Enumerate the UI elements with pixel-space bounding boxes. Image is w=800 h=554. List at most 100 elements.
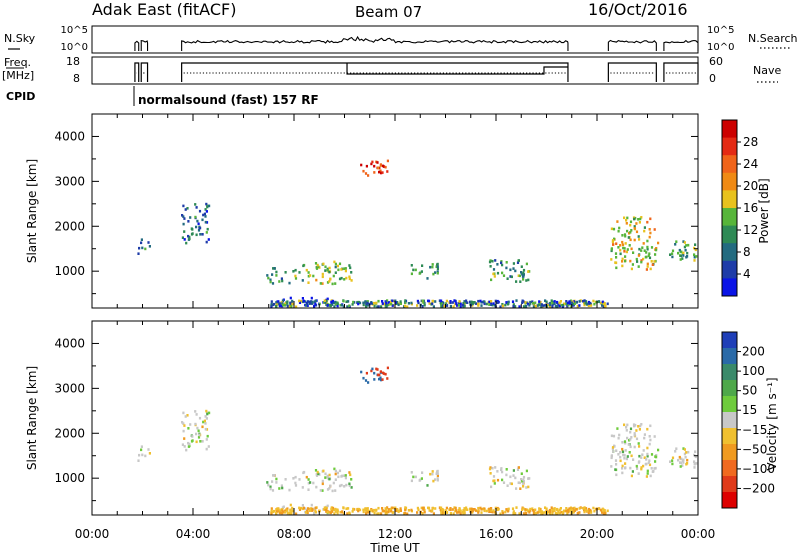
echo-cell bbox=[310, 300, 313, 303]
echo-cell bbox=[314, 509, 317, 513]
echo-cell bbox=[427, 299, 431, 303]
echo-cell bbox=[385, 508, 388, 512]
echo-cell bbox=[373, 378, 376, 381]
echo-cell bbox=[640, 260, 643, 264]
echo-cell bbox=[454, 300, 457, 303]
echo-cell bbox=[549, 303, 552, 307]
echo-cell bbox=[537, 303, 540, 306]
echo-cell bbox=[379, 169, 382, 173]
echo-cell bbox=[624, 441, 627, 445]
echo-cell bbox=[373, 371, 376, 375]
echo-cell bbox=[627, 236, 630, 239]
echo-cell bbox=[314, 262, 318, 265]
echo-cell bbox=[441, 301, 444, 304]
echo-cell bbox=[521, 273, 524, 276]
echo-cell bbox=[290, 304, 293, 308]
echo-cell bbox=[326, 281, 330, 284]
y-tick-label: 3000 bbox=[54, 381, 85, 395]
echo-cell bbox=[592, 506, 595, 510]
echo-cell bbox=[191, 228, 194, 231]
echo-cell bbox=[304, 300, 307, 303]
echo-cell bbox=[305, 304, 308, 307]
echo-cell bbox=[463, 511, 466, 515]
echo-cell bbox=[357, 507, 360, 511]
echo-cell bbox=[527, 509, 530, 513]
echo-cell bbox=[638, 238, 641, 241]
echo-cell bbox=[362, 303, 365, 307]
echo-cell bbox=[459, 512, 462, 515]
echo-cell bbox=[294, 484, 298, 487]
echo-cell bbox=[567, 303, 570, 307]
echo-cell bbox=[343, 267, 346, 270]
echo-cell bbox=[669, 253, 672, 256]
echo-cell bbox=[294, 268, 297, 272]
echo-cell bbox=[205, 428, 209, 431]
echo-cell bbox=[519, 487, 522, 490]
echo-cell bbox=[548, 508, 551, 512]
echo-cell bbox=[536, 304, 539, 307]
echo-cell bbox=[590, 304, 593, 307]
echo-cell bbox=[490, 302, 493, 305]
echo-cell bbox=[625, 429, 628, 432]
echo-cell bbox=[642, 449, 645, 452]
echo-cell bbox=[648, 252, 651, 255]
echo-cell bbox=[336, 302, 339, 305]
echo-cell bbox=[522, 507, 525, 510]
echo-cell bbox=[281, 299, 284, 302]
echo-cell bbox=[436, 263, 439, 267]
echo-cell bbox=[619, 451, 622, 454]
echo-cell bbox=[328, 266, 331, 270]
echo-cell bbox=[693, 255, 696, 259]
echo-cell bbox=[623, 216, 626, 220]
echo-cell bbox=[583, 506, 586, 509]
echo-cell bbox=[542, 304, 545, 307]
echo-cell bbox=[190, 440, 194, 443]
echo-cell bbox=[313, 511, 316, 515]
echo-cell bbox=[436, 478, 439, 482]
echo-cell bbox=[630, 267, 633, 271]
echo-cell bbox=[629, 445, 632, 449]
x-tick-label: 00:00 bbox=[75, 527, 110, 541]
echo-cell bbox=[548, 305, 552, 308]
echo-cell bbox=[182, 411, 185, 415]
echo-cell bbox=[518, 512, 521, 515]
echo-cell bbox=[458, 300, 461, 303]
echo-cell bbox=[674, 450, 677, 453]
echo-cell bbox=[422, 301, 425, 304]
echo-cell bbox=[366, 511, 370, 514]
echo-cell bbox=[184, 208, 187, 211]
freq-trace bbox=[607, 62, 657, 82]
echo-cell bbox=[373, 164, 376, 168]
colorbar-tick-label: 200 bbox=[742, 345, 765, 359]
echo-cell bbox=[474, 302, 477, 305]
echo-cell bbox=[271, 480, 274, 483]
echo-cell bbox=[488, 510, 491, 513]
echo-cell bbox=[377, 305, 380, 308]
echo-cell bbox=[640, 249, 643, 252]
echo-cell bbox=[645, 462, 648, 466]
echo-cell bbox=[414, 475, 417, 479]
echo-cell bbox=[597, 507, 600, 510]
echo-cell bbox=[522, 273, 525, 276]
echo-cell bbox=[342, 512, 345, 515]
echo-cell bbox=[348, 275, 351, 279]
echo-cell bbox=[141, 453, 144, 457]
echo-cell bbox=[289, 301, 292, 305]
echo-cell bbox=[311, 300, 314, 304]
echo-cell bbox=[682, 251, 685, 255]
x-tick-label: 08:00 bbox=[277, 527, 312, 541]
echo-cell bbox=[621, 450, 625, 454]
echo-cell bbox=[586, 509, 589, 513]
echo-cell bbox=[554, 304, 557, 308]
echo-cell bbox=[683, 452, 686, 456]
echo-cell bbox=[344, 267, 347, 270]
echo-cell bbox=[306, 509, 309, 513]
echo-cell bbox=[147, 241, 150, 244]
echo-cell bbox=[266, 274, 269, 277]
echo-cell bbox=[315, 485, 318, 489]
echo-cell bbox=[379, 370, 382, 373]
echo-cell bbox=[578, 507, 581, 510]
colorbar-tick-label: 100 bbox=[742, 364, 765, 378]
echo-cell bbox=[500, 468, 503, 472]
echo-cell bbox=[462, 509, 465, 512]
